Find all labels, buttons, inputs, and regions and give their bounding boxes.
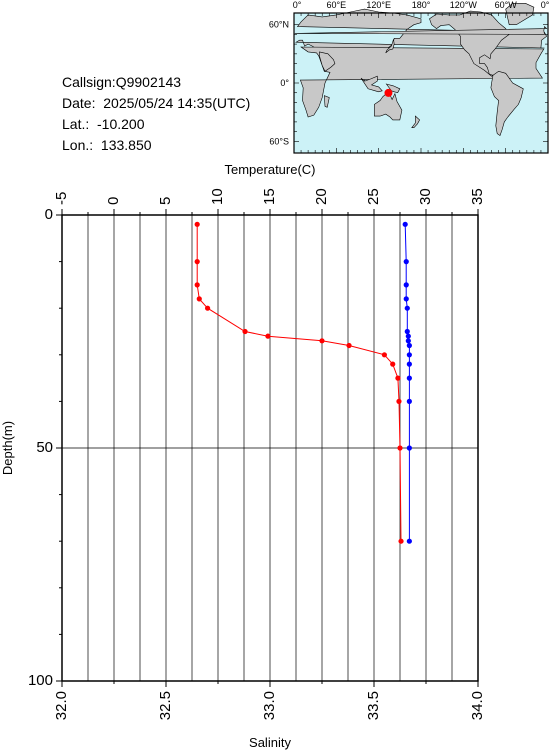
map-lon-label: 120°E: [366, 0, 391, 10]
temperature-point: [194, 282, 200, 288]
salinity-point: [406, 538, 412, 544]
temperature-point: [196, 296, 202, 302]
salinity-point: [406, 375, 412, 381]
depth-tick-label: 0: [45, 206, 53, 223]
map-lon-label: 0°: [541, 0, 550, 10]
date-text: Date: 2025/05/24 14:35(UTC): [62, 95, 251, 111]
callsign-text: Callsign:Q9902143: [62, 74, 182, 90]
top-tick-label: -5: [53, 192, 70, 205]
land-south-america: [490, 70, 524, 136]
map-lon-label: 60°W: [495, 0, 518, 10]
temperature-line: [196, 224, 402, 542]
top-tick-label: 15: [261, 188, 278, 205]
salinity-point: [406, 445, 412, 451]
temperature-point: [194, 259, 200, 265]
land-madagascar: [323, 95, 330, 108]
temperature-point: [194, 221, 200, 227]
lon-text: Lon.: 133.850: [62, 137, 152, 153]
map-lon-label: 180°: [412, 0, 431, 10]
temperature-point: [397, 445, 403, 451]
depth-tick-label: 100: [28, 672, 53, 689]
land-new-zealand: [411, 115, 420, 128]
top-tick-label: 0: [105, 197, 122, 205]
salinity-point: [403, 259, 409, 265]
map-lat-label: 60°S: [269, 136, 289, 146]
map-lat-label: 60°N: [269, 20, 289, 30]
temperature-point: [381, 352, 387, 358]
temperature-point: [398, 538, 404, 544]
bottom-tick-label: 33.0: [261, 691, 278, 720]
lat-text: Lat.: -10.200: [62, 116, 145, 132]
temperature-point: [265, 333, 271, 339]
salinity-point: [406, 398, 412, 404]
map-lon-label: 120°W: [450, 0, 478, 10]
map-lon-label: 0°: [293, 0, 302, 10]
temperature-point: [205, 305, 211, 311]
top-tick-label: 5: [157, 197, 174, 205]
station-marker: [384, 88, 393, 97]
salinity-point: [402, 221, 408, 227]
temperature-point: [390, 361, 396, 367]
salinity-point: [406, 352, 412, 358]
depth-tick-label: 50: [36, 439, 53, 456]
salinity-point: [404, 328, 410, 335]
salinity-point: [404, 305, 410, 311]
land-arabia: [319, 51, 336, 72]
top-tick-label: 20: [313, 188, 330, 205]
land-japan: [385, 39, 395, 54]
map-lat-label: 0°: [280, 78, 289, 88]
temperature-point: [242, 328, 248, 335]
salinity-point: [403, 296, 409, 302]
bottom-tick-label: 33.5: [365, 691, 382, 720]
top-tick-label: 10: [209, 188, 226, 205]
bottom-tick-label: 34.0: [469, 691, 486, 720]
bottom-axis-title: Salinity: [249, 735, 291, 750]
bottom-tick-label: 32.0: [53, 691, 70, 720]
land-indonesia: [360, 75, 383, 93]
temperature-point: [396, 398, 402, 404]
top-tick-label: 35: [469, 188, 486, 205]
temperature-point: [319, 338, 325, 344]
salinity-point: [403, 282, 409, 288]
salinity-line: [404, 224, 410, 542]
land-uk: [294, 25, 548, 35]
salinity-point: [406, 342, 412, 349]
bottom-tick-label: 32.5: [157, 691, 174, 720]
top-tick-label: 25: [365, 188, 382, 205]
depth-axis-title: Depth(m): [0, 421, 15, 475]
station-info: Callsign:Q9902143 Date: 2025/05/24 14:35…: [62, 72, 250, 156]
salinity-point: [406, 361, 412, 367]
salinity-point: [405, 338, 411, 344]
land-australia: [374, 92, 403, 121]
temperature-point: [395, 375, 401, 381]
temperature-point: [346, 342, 352, 349]
map-lon-label: 60°E: [327, 0, 347, 10]
top-tick-label: 30: [417, 188, 434, 205]
top-axis-title: Temperature(C): [224, 162, 315, 177]
salinity-point: [405, 333, 411, 339]
